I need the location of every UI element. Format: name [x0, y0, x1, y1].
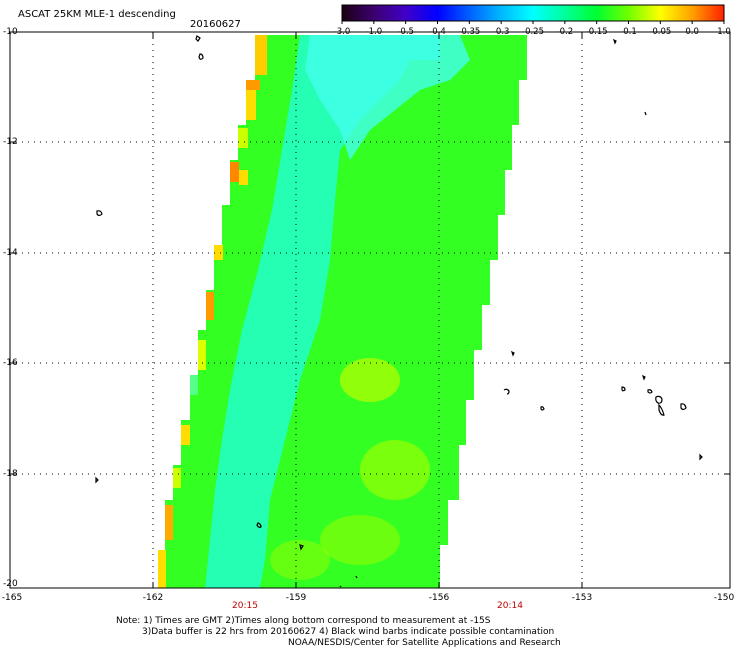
y-tick-label: -10 [3, 27, 18, 37]
swath-edge-cell [206, 292, 214, 320]
x-tick-label: -162 [142, 593, 164, 603]
swath-edge-cell [238, 128, 248, 148]
swath-yellow-patch [270, 540, 330, 580]
map-date: 20160627 [190, 19, 241, 30]
time-label: 20:15 [232, 601, 258, 611]
map-frame [9, 31, 731, 589]
map-title: ASCAT 25KM MLE-1 descending [18, 9, 176, 20]
y-tick-label: -18 [3, 469, 18, 479]
swath-edge-cell [214, 245, 223, 260]
swath-edge-cell [239, 170, 248, 185]
note-line: 3)Data buffer is 22 hrs from 20160627 4)… [142, 627, 555, 637]
note-line: NOAA/NESDIS/Center for Satellite Applica… [288, 638, 561, 648]
x-tick-label: -159 [285, 593, 307, 603]
swath-edge-cell [230, 162, 239, 182]
x-tick-label: -156 [428, 593, 450, 603]
swath-yellow-patch [340, 358, 400, 402]
swath-edge-cell [246, 90, 256, 120]
swath-edge-cell [165, 505, 173, 540]
swath-yellow-patch [320, 515, 400, 565]
x-tick-label: -153 [571, 593, 593, 603]
swath-cyan-band [205, 35, 440, 588]
swath-edge-cell [246, 80, 260, 90]
y-tick-label: -20 [3, 579, 18, 589]
swath-raster [158, 35, 527, 588]
time-label: 20:14 [497, 601, 523, 611]
swath-edge-cell [181, 425, 190, 445]
swath-edge-cell [198, 340, 206, 370]
y-tick-label: -12 [3, 137, 18, 147]
swath-edge-cell [158, 550, 166, 588]
axis-tick-marks [10, 32, 730, 588]
x-tick-label: -165 [1, 593, 23, 603]
swath-edge-cell [255, 35, 267, 75]
swath-edge-cell [190, 375, 198, 395]
swath-edge-cell [173, 468, 181, 488]
swath-yellow-patch [360, 440, 430, 500]
swath-cyan-top [305, 35, 470, 160]
grid-lines [10, 32, 730, 587]
coastlines [95, 35, 703, 588]
note-line: Note: 1) Times are GMT 2)Times along bot… [116, 616, 491, 626]
x-tick-label: -150 [713, 593, 735, 603]
y-tick-label: -14 [3, 248, 18, 258]
y-tick-label: -16 [3, 358, 18, 368]
